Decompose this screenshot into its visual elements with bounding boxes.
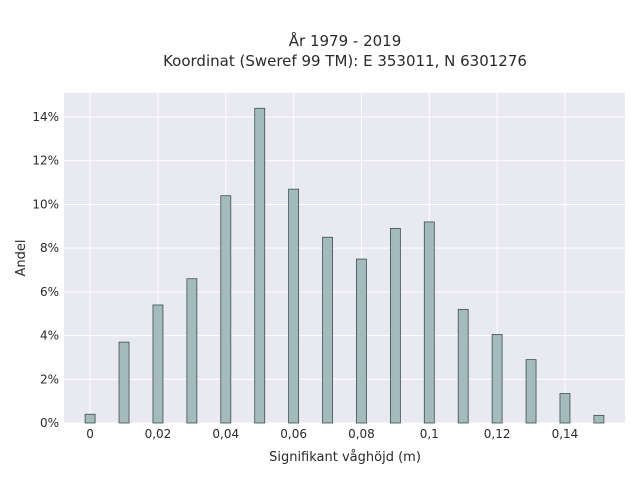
bar [118,341,130,424]
x-tick-label: 0,04 [212,427,239,441]
x-tick-label: 0,1 [420,427,439,441]
y-tick-label: 14% [32,110,59,124]
bar [322,236,333,424]
x-tick-labels: 0 0,02 0,04 0,06 0,08 0,1 0,12 0,14 [86,427,578,441]
y-tick-label: 12% [32,154,59,168]
bars [84,107,605,424]
y-tick-label: 10% [32,197,59,211]
x-tick-label: 0 [86,427,94,441]
x-tick-label: 0,14 [552,427,579,441]
bar [559,393,571,424]
y-tick-label: 2% [40,372,59,386]
bar [186,278,198,424]
chart-subtitle: Koordinat (Sweref 99 TM): E 353011, N 63… [163,52,527,70]
x-tick-label: 0,12 [484,427,511,441]
bar [525,359,537,424]
bar [356,258,367,424]
bar [288,188,300,424]
bar [220,195,232,424]
x-tick-label: 0,02 [145,427,172,441]
y-tick-label: 4% [40,329,59,343]
bar [152,304,164,424]
bar [389,228,401,424]
x-tick-label: 0,06 [280,427,307,441]
y-tick-label: 0% [40,416,59,430]
y-axis-label: Andel [14,240,29,277]
bar [84,413,96,424]
bar [254,107,266,424]
chart-title: År 1979 - 2019 [289,31,402,50]
plot-area [64,93,625,423]
x-axis-label: Signifikant våghöjd (m) [269,450,421,465]
bar [491,334,503,424]
y-tick-labels: 0% 2% 4% 6% 8% 10% 12% 14% [32,110,59,430]
bar [593,414,605,424]
y-tick-label: 6% [40,285,59,299]
bar [457,308,469,424]
bar [423,221,435,424]
y-tick-label: 8% [40,241,59,255]
x-tick-label: 0,08 [348,427,375,441]
